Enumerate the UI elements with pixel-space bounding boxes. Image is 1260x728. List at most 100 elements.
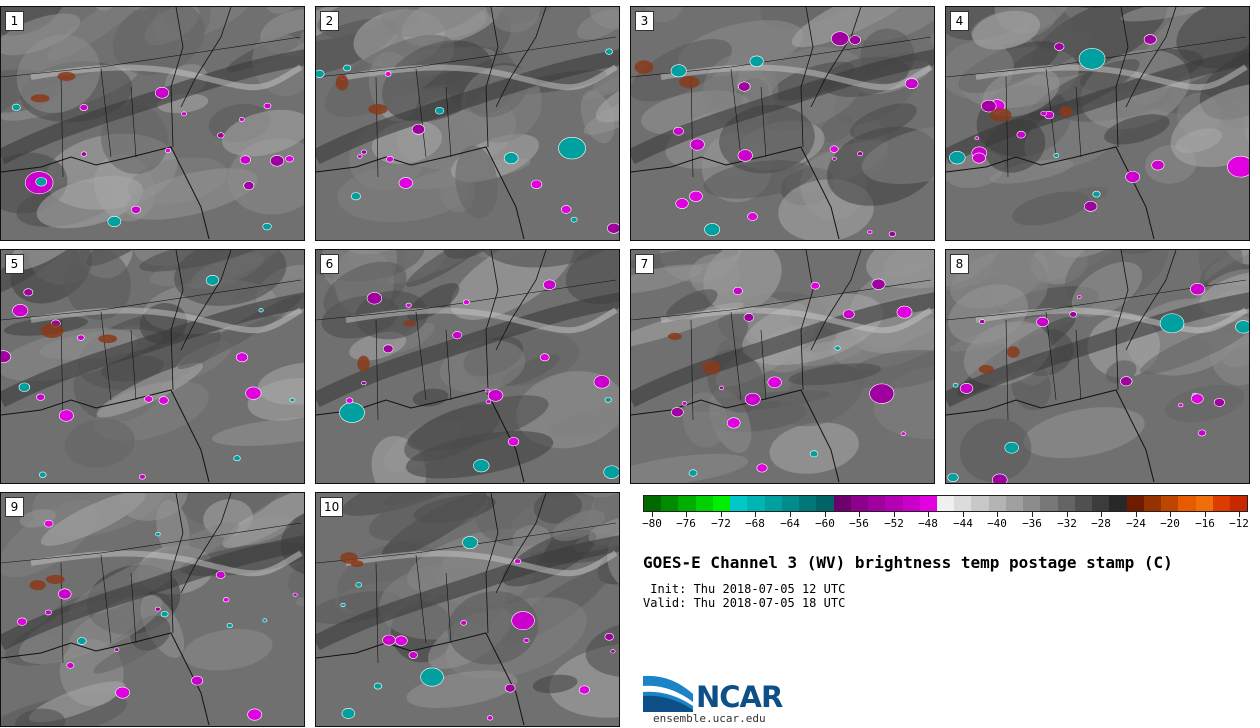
colorbar: [643, 495, 1248, 512]
wv-map: [631, 7, 934, 240]
colorbar-tick: [1101, 512, 1102, 517]
colorbar-tick-label: −12: [1229, 517, 1249, 530]
panel-number: 1: [5, 11, 24, 31]
stamp-panel-4: 4: [945, 6, 1250, 241]
colorbar-segment: [1109, 496, 1127, 511]
colorbar-tick-label: −68: [745, 517, 765, 530]
colorbar-tick-label: −16: [1195, 517, 1215, 530]
stamp-panel-6: 6: [315, 249, 620, 484]
page-title: GOES-E Channel 3 (WV) brightness temp po…: [643, 553, 1173, 572]
panel-number: 7: [635, 254, 654, 274]
colorbar-segment: [661, 496, 679, 511]
colorbar-tick: [1239, 512, 1240, 517]
colorbar-ticks: −80 −76 −72 −68 −64 −60 −56 −52 −48 −44 −40 −36 −32 −…: [642, 512, 1249, 534]
stamp-panel-2: 2: [315, 6, 620, 241]
colorbar-segment: [799, 496, 817, 511]
panel-number: 5: [5, 254, 24, 274]
panel-number: 4: [950, 11, 969, 31]
colorbar-tick-label: −48: [918, 517, 938, 530]
colorbar-tick: [686, 512, 687, 517]
panel-number: 6: [320, 254, 339, 274]
colorbar-tick: [652, 512, 653, 517]
colorbar-segment: [781, 496, 800, 511]
colorbar-tick: [859, 512, 860, 517]
colorbar-segment: [954, 496, 972, 511]
wv-map: [316, 250, 619, 483]
wv-map: [1, 493, 304, 726]
colorbar-segment: [747, 496, 765, 511]
colorbar-tick-label: −56: [849, 517, 869, 530]
colorbar-tick-label: −40: [987, 517, 1007, 530]
colorbar-tick: [1170, 512, 1171, 517]
panel-number: 2: [320, 11, 339, 31]
wv-map: [316, 7, 619, 240]
wv-map: [316, 493, 619, 726]
stamp-panel-5: 5: [0, 249, 305, 484]
wv-map: [1, 7, 304, 240]
colorbar-segment: [833, 496, 851, 511]
colorbar-tick-label: −60: [815, 517, 835, 530]
ncar-logo: NCAR ensemble.ucar.edu: [643, 672, 803, 725]
stamp-panel-8: 8: [945, 249, 1250, 484]
colorbar-segment: [712, 496, 731, 511]
colorbar-tick-label: −76: [676, 517, 696, 530]
colorbar-segment: [1212, 496, 1230, 511]
init-time: Init: Thu 2018-07-05 12 UTC: [643, 582, 846, 596]
logo-wordmark: NCAR: [696, 680, 783, 714]
colorbar-tick: [790, 512, 791, 517]
colorbar-tick: [1205, 512, 1206, 517]
colorbar-segment: [1074, 496, 1093, 511]
colorbar-segment: [1005, 496, 1024, 511]
stamp-panel-7: 7: [630, 249, 935, 484]
colorbar-segment: [816, 496, 834, 511]
colorbar-tick: [1032, 512, 1033, 517]
colorbar-tick-label: −32: [1057, 517, 1077, 530]
colorbar-tick: [755, 512, 756, 517]
panel-number: 3: [635, 11, 654, 31]
colorbar-segment: [868, 496, 886, 511]
stamp-panel-10: 10: [315, 492, 620, 727]
colorbar-segment: [695, 496, 713, 511]
colorbar-tick-label: −80: [642, 517, 662, 530]
logo-url: ensemble.ucar.edu: [653, 712, 766, 725]
colorbar-tick: [1067, 512, 1068, 517]
panel-number: 10: [320, 497, 344, 517]
colorbar-tick-label: −24: [1126, 517, 1146, 530]
colorbar-tick-label: −72: [711, 517, 731, 530]
colorbar-segment: [730, 496, 748, 511]
wv-map: [946, 250, 1249, 483]
colorbar-segment: [678, 496, 696, 511]
colorbar-tick: [894, 512, 895, 517]
colorbar-tick-label: −28: [1091, 517, 1111, 530]
colorbar-segment: [936, 496, 955, 511]
colorbar-tick-label: −20: [1160, 517, 1180, 530]
colorbar-segment: [1178, 496, 1196, 511]
colorbar-segment: [1143, 496, 1162, 511]
wv-map: [1, 250, 304, 483]
colorbar-tick-label: −44: [953, 517, 973, 530]
colorbar-tick: [928, 512, 929, 517]
colorbar-segment: [1161, 496, 1179, 511]
colorbar-tick-label: −52: [884, 517, 904, 530]
colorbar-tick: [825, 512, 826, 517]
colorbar-segment: [971, 496, 989, 511]
colorbar-segment: [764, 496, 782, 511]
valid-time: Valid: Thu 2018-07-05 18 UTC: [643, 596, 846, 610]
wv-map: [946, 7, 1249, 240]
colorbar-segment: [1092, 496, 1110, 511]
colorbar-tick-label: −36: [1022, 517, 1042, 530]
stamp-panel-3: 3: [630, 6, 935, 241]
colorbar-segment: [988, 496, 1006, 511]
colorbar-segment: [1229, 496, 1248, 511]
stamp-panel-1: 1: [0, 6, 305, 241]
colorbar-segment: [1057, 496, 1075, 511]
colorbar-segment: [1195, 496, 1213, 511]
colorbar-segment: [1040, 496, 1058, 511]
colorbar-segment: [1023, 496, 1041, 511]
stamp-panel-9: 9: [0, 492, 305, 727]
colorbar-segment: [919, 496, 937, 511]
colorbar-segment: [850, 496, 869, 511]
colorbar-tick: [1136, 512, 1137, 517]
wv-map: [631, 250, 934, 483]
run-info: Init: Thu 2018-07-05 12 UTC Valid: Thu 2…: [643, 582, 845, 610]
